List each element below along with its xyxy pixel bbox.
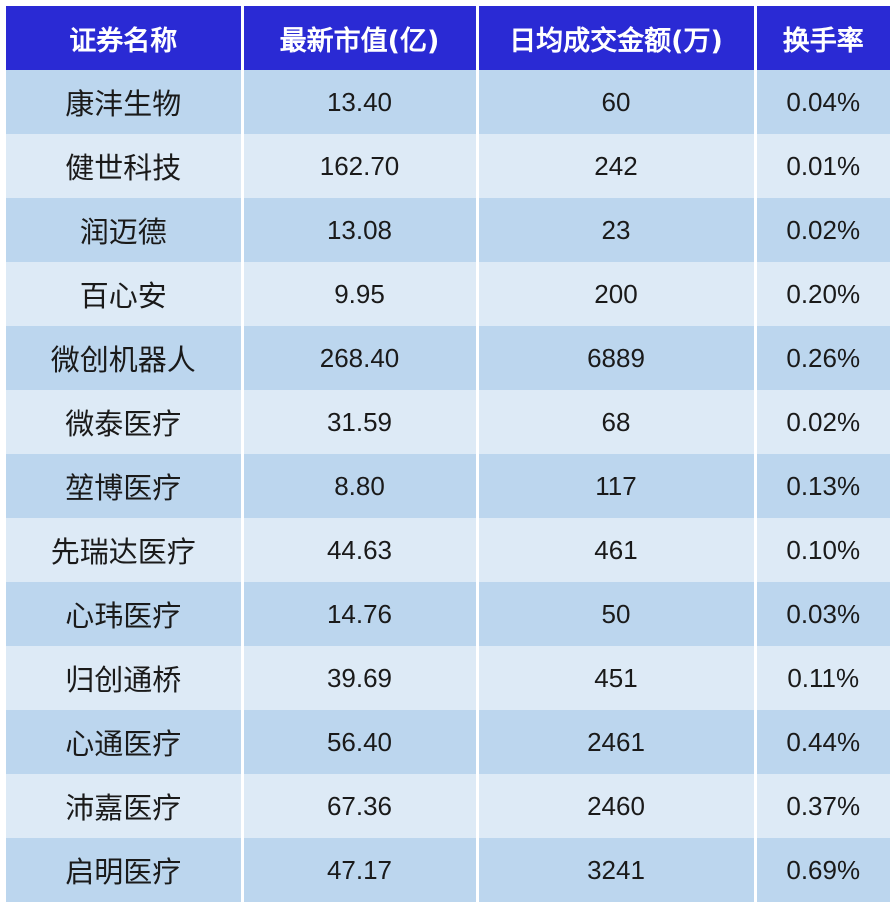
header-row: 证券名称 最新市值(亿) 日均成交金额(万) 换手率 xyxy=(6,6,890,70)
header-avg-volume: 日均成交金额(万) xyxy=(475,6,757,70)
cell-security-name: 堃博医疗 xyxy=(6,454,244,518)
cell-security-name: 归创通桥 xyxy=(6,646,244,710)
table-row: 沛嘉医疗 67.36 2460 0.37% xyxy=(6,774,890,838)
table-header: 证券名称 最新市值(亿) 日均成交金额(万) 换手率 xyxy=(6,6,890,70)
cell-turnover: 0.02% xyxy=(753,198,890,262)
header-market-cap: 最新市值(亿) xyxy=(240,6,479,70)
securities-table-container: 证券名称 最新市值(亿) 日均成交金额(万) 换手率 康沣生物 13.40 60 0.… xyxy=(6,6,890,906)
table-row: 微泰医疗 31.59 68 0.02% xyxy=(6,390,890,454)
table-row: 健世科技 162.70 242 0.01% xyxy=(6,134,890,198)
cell-market-cap: 47.17 xyxy=(240,838,479,902)
table-row: 心通医疗 56.40 2461 0.44% xyxy=(6,710,890,774)
cell-avg-volume: 68 xyxy=(475,390,757,454)
cell-security-name: 沛嘉医疗 xyxy=(6,774,244,838)
cell-security-name: 微创机器人 xyxy=(6,326,244,390)
cell-market-cap: 67.36 xyxy=(240,774,479,838)
table-row: 百心安 9.95 200 0.20% xyxy=(6,262,890,326)
cell-security-name: 心通医疗 xyxy=(6,710,244,774)
securities-table: 证券名称 最新市值(亿) 日均成交金额(万) 换手率 康沣生物 13.40 60 0.… xyxy=(6,6,890,902)
cell-market-cap: 56.40 xyxy=(240,710,479,774)
table-row: 心玮医疗 14.76 50 0.03% xyxy=(6,582,890,646)
cell-turnover: 0.11% xyxy=(753,646,890,710)
cell-avg-volume: 117 xyxy=(475,454,757,518)
cell-avg-volume: 461 xyxy=(475,518,757,582)
cell-market-cap: 8.80 xyxy=(240,454,479,518)
cell-turnover: 0.69% xyxy=(753,838,890,902)
cell-turnover: 0.44% xyxy=(753,710,890,774)
cell-turnover: 0.03% xyxy=(753,582,890,646)
table-row: 康沣生物 13.40 60 0.04% xyxy=(6,70,890,134)
cell-turnover: 0.13% xyxy=(753,454,890,518)
cell-avg-volume: 50 xyxy=(475,582,757,646)
cell-market-cap: 13.40 xyxy=(240,70,479,134)
cell-security-name: 健世科技 xyxy=(6,134,244,198)
cell-security-name: 润迈德 xyxy=(6,198,244,262)
table-row: 归创通桥 39.69 451 0.11% xyxy=(6,646,890,710)
table-row: 微创机器人 268.40 6889 0.26% xyxy=(6,326,890,390)
table-row: 启明医疗 47.17 3241 0.69% xyxy=(6,838,890,902)
cell-security-name: 启明医疗 xyxy=(6,838,244,902)
cell-avg-volume: 23 xyxy=(475,198,757,262)
cell-avg-volume: 3241 xyxy=(475,838,757,902)
cell-market-cap: 44.63 xyxy=(240,518,479,582)
table-row: 堃博医疗 8.80 117 0.13% xyxy=(6,454,890,518)
table-row: 先瑞达医疗 44.63 461 0.10% xyxy=(6,518,890,582)
cell-avg-volume: 451 xyxy=(475,646,757,710)
cell-turnover: 0.02% xyxy=(753,390,890,454)
cell-market-cap: 31.59 xyxy=(240,390,479,454)
cell-avg-volume: 6889 xyxy=(475,326,757,390)
cell-market-cap: 14.76 xyxy=(240,582,479,646)
cell-turnover: 0.20% xyxy=(753,262,890,326)
cell-avg-volume: 2460 xyxy=(475,774,757,838)
cell-security-name: 先瑞达医疗 xyxy=(6,518,244,582)
cell-turnover: 0.26% xyxy=(753,326,890,390)
header-turnover: 换手率 xyxy=(753,6,890,70)
cell-turnover: 0.04% xyxy=(753,70,890,134)
cell-security-name: 微泰医疗 xyxy=(6,390,244,454)
cell-avg-volume: 200 xyxy=(475,262,757,326)
cell-turnover: 0.01% xyxy=(753,134,890,198)
cell-avg-volume: 60 xyxy=(475,70,757,134)
table-body: 康沣生物 13.40 60 0.04% 健世科技 162.70 242 0.01% 润迈德 13.… xyxy=(6,70,890,902)
cell-market-cap: 39.69 xyxy=(240,646,479,710)
cell-turnover: 0.10% xyxy=(753,518,890,582)
cell-avg-volume: 2461 xyxy=(475,710,757,774)
cell-security-name: 百心安 xyxy=(6,262,244,326)
cell-market-cap: 268.40 xyxy=(240,326,479,390)
cell-avg-volume: 242 xyxy=(475,134,757,198)
cell-market-cap: 162.70 xyxy=(240,134,479,198)
cell-market-cap: 9.95 xyxy=(240,262,479,326)
cell-security-name: 康沣生物 xyxy=(6,70,244,134)
header-security-name: 证券名称 xyxy=(6,6,244,70)
cell-turnover: 0.37% xyxy=(753,774,890,838)
cell-market-cap: 13.08 xyxy=(240,198,479,262)
cell-security-name: 心玮医疗 xyxy=(6,582,244,646)
table-row: 润迈德 13.08 23 0.02% xyxy=(6,198,890,262)
